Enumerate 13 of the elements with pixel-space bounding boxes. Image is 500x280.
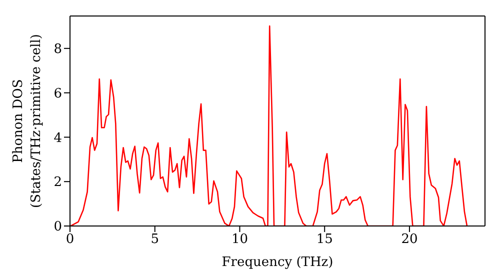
x-axis-title: Frequency (THz) (222, 255, 334, 270)
y-tick-label: 4 (54, 130, 62, 146)
x-tick-label: 0 (66, 232, 74, 248)
y-tick-label: 2 (54, 175, 62, 190)
x-tick-label: 20 (401, 232, 418, 248)
x-tick-label: 10 (231, 232, 248, 248)
line-series (70, 25, 468, 226)
x-tick-label: 5 (150, 232, 160, 248)
y-tick-label: 8 (54, 42, 62, 58)
y-axis-title: Phonon DOS (States/THz·primitive cell) (11, 34, 44, 208)
x-tick-label: 15 (316, 232, 333, 248)
y-tick-label: 6 (54, 86, 62, 102)
y-tick-label: 0 (54, 220, 62, 235)
